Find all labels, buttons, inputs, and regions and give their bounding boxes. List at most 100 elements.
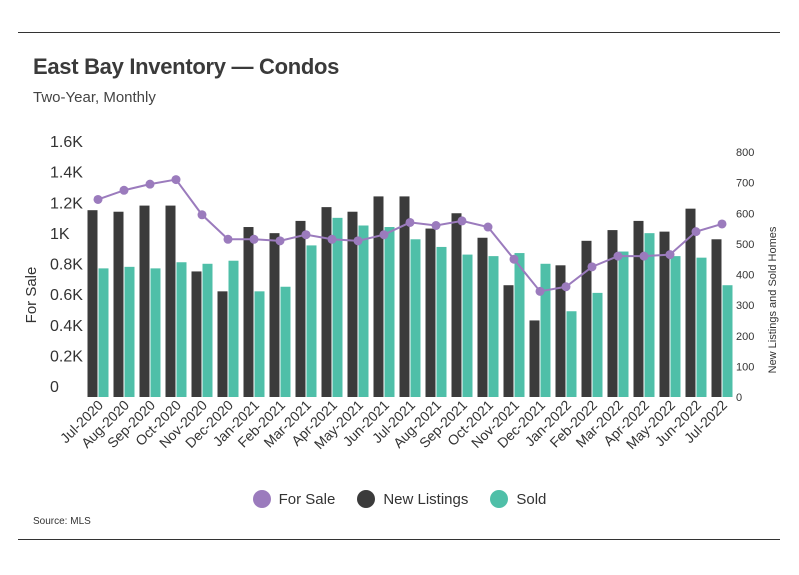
bar-sold — [358, 225, 369, 397]
bar-sold — [176, 262, 187, 397]
y-tick-label-right: 700 — [736, 178, 754, 190]
point-for-sale — [483, 222, 493, 232]
bar-new-listings — [503, 285, 514, 397]
bar-sold — [150, 268, 161, 397]
point-for-sale — [197, 210, 207, 220]
y-tick-label-right: 300 — [736, 300, 754, 312]
bar-sold — [332, 217, 343, 397]
bar-new-listings — [165, 205, 176, 397]
point-for-sale — [327, 234, 337, 244]
bar-sold — [566, 311, 577, 397]
bar-sold — [488, 256, 499, 397]
y-tick-label-left: 0 — [50, 379, 59, 396]
bottom-rule — [18, 539, 780, 540]
y-axis-label-right: New Listings and Sold Homes — [767, 226, 779, 373]
y-tick-label-left: 1.2K — [50, 195, 83, 212]
bar-sold — [254, 291, 265, 397]
bar-new-listings — [373, 196, 384, 397]
point-for-sale — [665, 250, 675, 260]
point-for-sale — [639, 251, 649, 261]
bar-new-listings — [321, 207, 332, 397]
y-tick-label-right: 500 — [736, 239, 754, 251]
bar-new-listings — [633, 220, 644, 397]
bar-new-listings — [451, 213, 462, 397]
bar-sold — [280, 286, 291, 397]
point-for-sale — [561, 282, 571, 292]
point-for-sale — [535, 286, 545, 296]
bar-new-listings — [191, 271, 202, 397]
y-tick-label-left: 1K — [50, 226, 70, 243]
bar-new-listings — [659, 231, 670, 397]
bar-sold — [696, 257, 707, 397]
y-tick-label-right: 200 — [736, 331, 754, 343]
legend-label-for-sale: For Sale — [278, 490, 336, 508]
bar-sold — [592, 292, 603, 397]
y-tick-label-right: 400 — [736, 270, 754, 282]
legend-item-new-listings[interactable]: New Listings — [357, 490, 468, 508]
bar-new-listings — [711, 239, 722, 397]
bar-sold — [436, 246, 447, 397]
bar-new-listings — [555, 265, 566, 397]
bar-sold — [98, 268, 109, 397]
legend-label-sold: Sold — [516, 490, 547, 508]
bar-sold — [514, 253, 525, 397]
bar-new-listings — [399, 196, 410, 397]
bar-new-listings — [425, 228, 436, 397]
bar-sold — [670, 256, 681, 397]
y-tick-label-right: 0 — [736, 392, 742, 404]
y-tick-label-right: 600 — [736, 208, 754, 220]
y-tick-label-left: 1.6K — [50, 134, 83, 151]
bar-sold — [644, 233, 655, 397]
point-for-sale — [119, 185, 129, 195]
top-rule — [18, 32, 780, 33]
bar-sold — [722, 285, 733, 397]
bar-new-listings — [477, 237, 488, 397]
bar-sold — [410, 239, 421, 397]
point-for-sale — [275, 236, 285, 246]
bar-sold — [202, 263, 213, 397]
point-for-sale — [249, 234, 259, 244]
legend-item-for-sale[interactable]: For Sale — [252, 490, 336, 508]
legend-label-new-listings: New Listings — [383, 490, 469, 508]
source-note: Source: MLS — [33, 516, 91, 527]
point-for-sale — [431, 221, 441, 230]
legend-swatch-new-listings — [357, 490, 376, 508]
point-for-sale — [509, 254, 519, 264]
point-for-sale — [93, 194, 103, 204]
bar-sold — [124, 266, 135, 397]
bar-new-listings — [581, 240, 592, 397]
bar-new-listings — [685, 208, 696, 397]
y-tick-label-left: 1.4K — [50, 165, 83, 182]
bars-layer — [87, 196, 733, 397]
point-for-sale — [405, 217, 415, 227]
bar-sold — [462, 254, 473, 397]
bar-new-listings — [217, 291, 228, 397]
bar-new-listings — [243, 227, 254, 397]
bar-new-listings — [87, 210, 98, 397]
chart-subtitle: Two-Year, Monthly — [33, 89, 156, 106]
bar-new-listings — [269, 233, 280, 397]
bar-sold — [384, 227, 395, 397]
bar-sold — [228, 260, 239, 397]
y-axis-label-left: For Sale — [23, 267, 40, 324]
y-tick-label-left: 0.2K — [50, 348, 83, 365]
chart-title: East Bay Inventory — Condos — [33, 54, 340, 79]
bar-new-listings — [607, 230, 618, 397]
point-for-sale — [145, 179, 155, 189]
y-tick-label-left: 0.4K — [50, 318, 83, 335]
point-for-sale — [353, 236, 363, 246]
left-axis-ticks: 0 0.2K 0.4K 0.6K 0.8K 1K 1.2K 1.4K 1.6K — [50, 134, 83, 396]
point-for-sale — [171, 175, 181, 185]
legend-item-sold[interactable]: Sold — [490, 490, 546, 508]
y-tick-label-left: 0.6K — [50, 287, 83, 304]
bar-sold — [540, 263, 551, 397]
bar-sold — [306, 245, 317, 397]
legend-swatch-for-sale — [252, 490, 271, 508]
right-axis-ticks: 0 100 200 300 400 500 600 700 800 — [736, 147, 754, 404]
line-layer — [93, 175, 727, 296]
point-for-sale — [457, 216, 467, 226]
bar-new-listings — [529, 320, 540, 397]
legend: For Sale New Listings Sold — [0, 490, 799, 508]
point-for-sale — [717, 219, 727, 229]
